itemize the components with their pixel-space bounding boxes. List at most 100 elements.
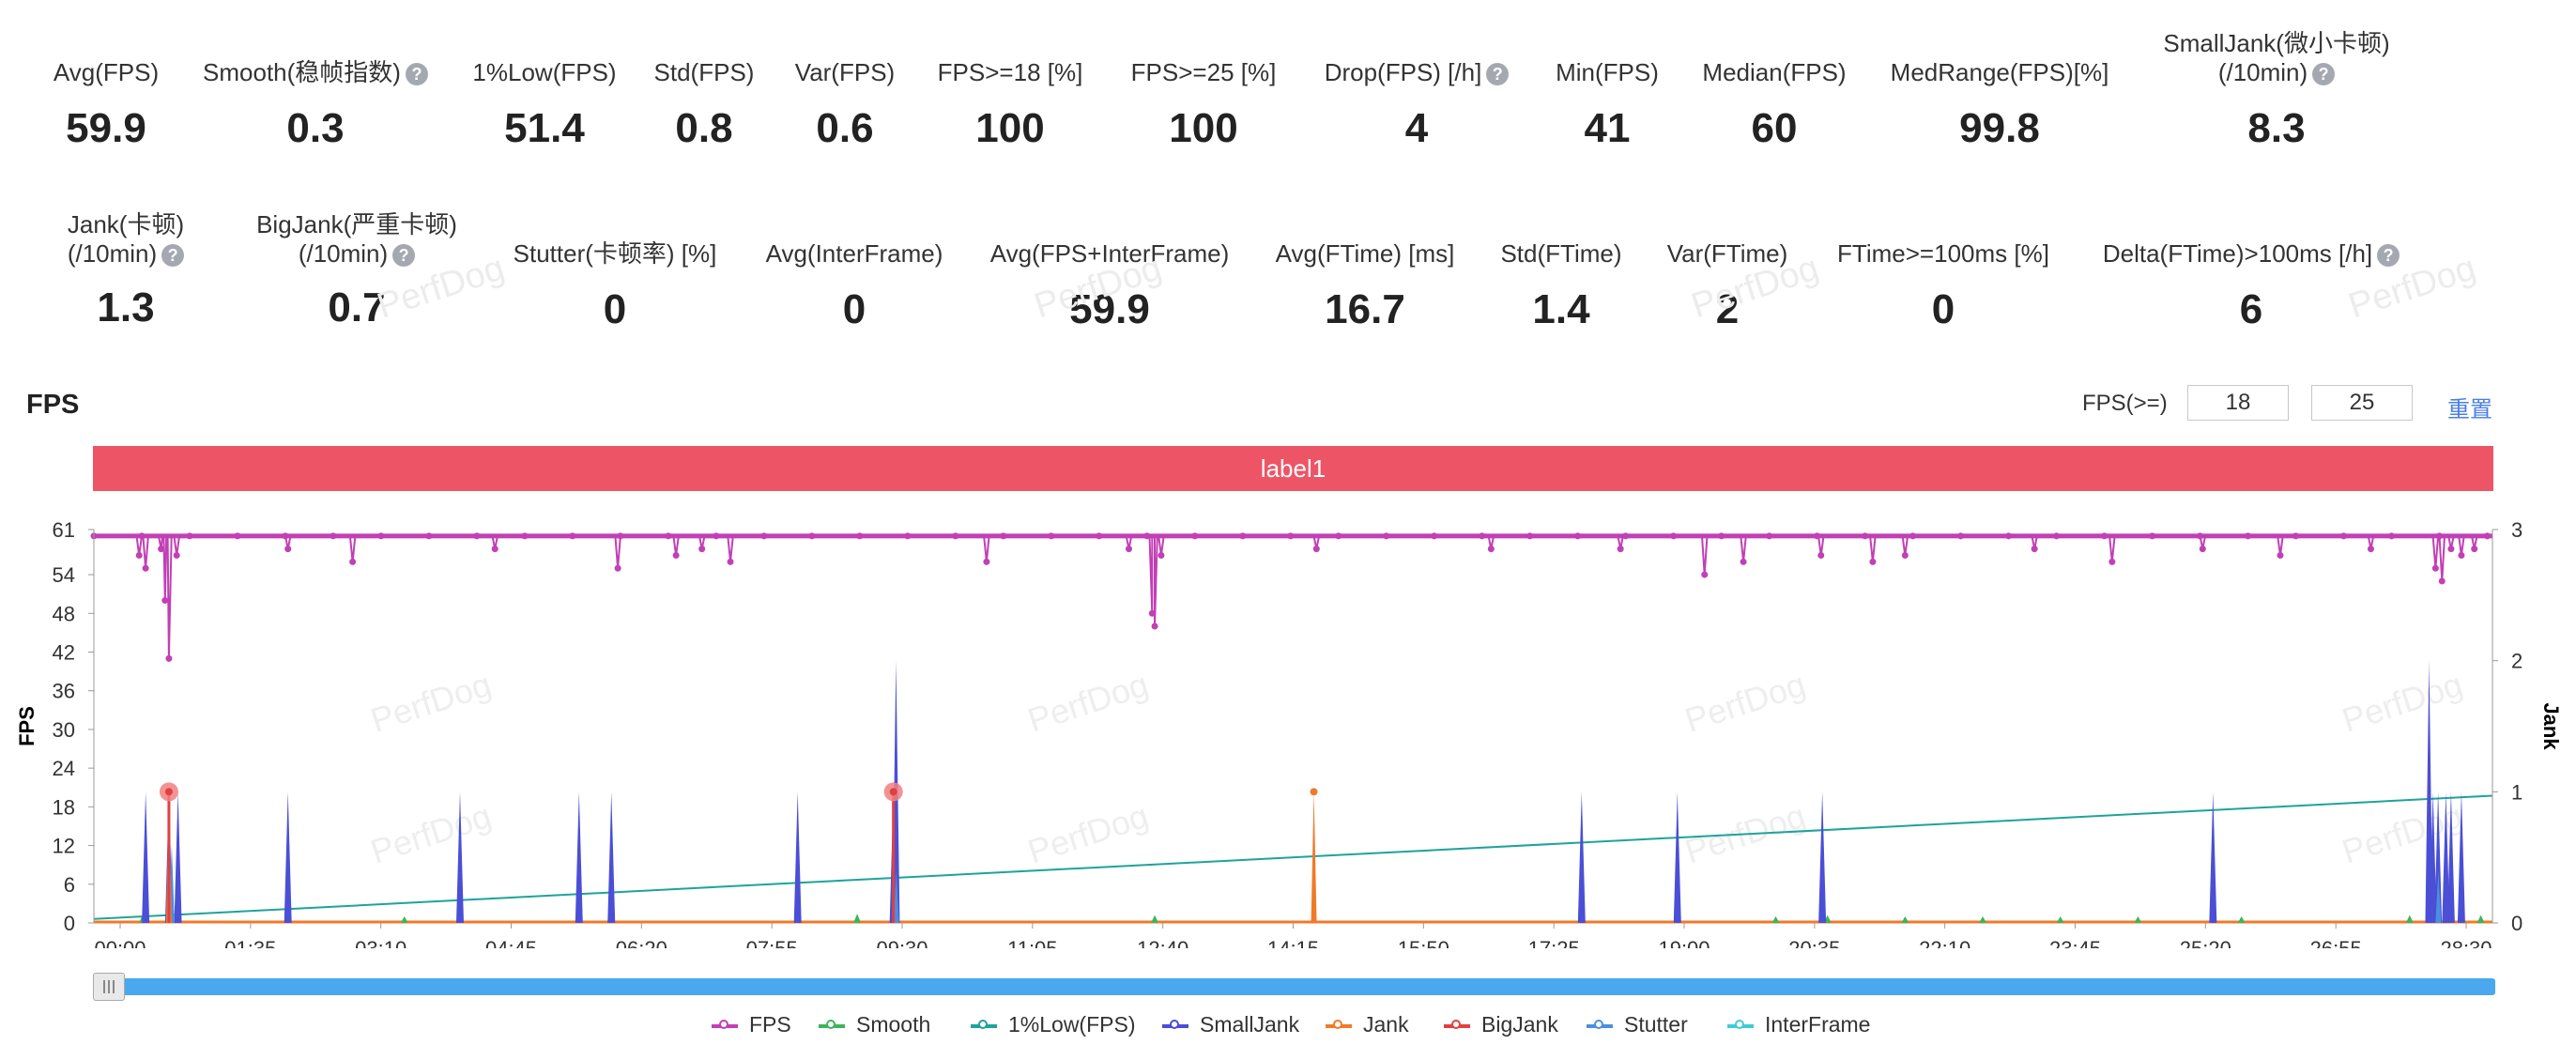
y-tick-label: 48 [53,602,75,625]
fps-point [808,532,816,540]
time-range-slider[interactable] [111,978,2495,995]
legend-swatch [1727,1019,1754,1029]
label-bar[interactable]: label1 [93,446,2493,491]
fps-point [1239,532,1247,540]
stat-label: Std(FTime) [1500,239,1622,268]
fps-point [330,532,337,540]
smooth-spike [2237,916,2246,923]
fps-point [425,532,433,540]
stat-stats_row2-3: Avg(InterFrame) 0 [704,239,1004,334]
fps-point [135,551,143,559]
watermark: PerfDog [1023,665,1153,740]
fps-point [284,545,292,553]
stat-label: SmallJank(微小卡顿) (/10min)? [2163,29,2390,86]
fps-point [2458,551,2465,559]
legend-swatch [1162,1019,1188,1029]
fps-point [2053,532,2061,540]
legend-item-fps[interactable]: FPS [712,1012,791,1037]
x-tick-label: 20:35 [1788,937,1840,948]
smooth-spike [400,916,408,923]
fps-point [2435,532,2443,540]
fps-point [1817,551,1825,559]
help-icon[interactable]: ? [161,244,185,268]
smooth-spike [1901,916,1909,923]
legend-item-interframe[interactable]: InterFrame [1727,1012,1870,1037]
stat-value: 59.9 [66,105,146,151]
y-tick-label: 12 [53,835,75,858]
smooth-spike [2056,916,2064,923]
help-icon[interactable]: ? [2312,63,2336,86]
help-icon[interactable]: ? [405,63,428,86]
legend-item-stutter[interactable]: Stutter [1587,1012,1688,1037]
chart-legend: FPS Smooth 1%Low(FPS) SmallJank Jank BigJank S… [0,1012,2576,1040]
x-tick-label: 22:10 [1919,937,1970,948]
legend-item-smalljank[interactable]: SmallJank [1162,1012,1299,1037]
legend-item-bigjank[interactable]: BigJank [1444,1012,1558,1037]
x-tick-label: 04:45 [485,937,537,948]
fps-threshold-input-1[interactable] [2187,385,2289,421]
legend-item-jank[interactable]: Jank [1326,1012,1409,1037]
stat-label: Stutter(卡顿率) [%] [513,239,717,268]
y-tick-label: 54 [53,563,75,587]
stat-stats_row2-1: BigJank(严重卡顿) (/10min)? 0.7 [207,210,507,332]
smalljank-spike [2442,791,2450,923]
chart-watermarks: PerfDog PerfDog PerfDog PerfDog PerfDog PerfD… [366,665,2467,871]
smooth-spike [853,914,862,923]
stat-label: Jank(卡顿) (/10min)? [67,210,185,268]
legend-label: Smooth [856,1012,931,1037]
stat-value: 2 [1715,286,1740,332]
help-icon[interactable]: ? [2377,244,2400,268]
stat-stats_row2-8: FTime>=100ms [%] 0 [1793,239,2093,334]
stat-stats_row2-5: Avg(FTime) [ms] 16.7 [1215,239,1515,334]
legend-item-smooth[interactable]: Smooth [819,1012,930,1037]
y-tick-label: 61 [53,518,75,542]
stat-stats_row1-11: SmallJank(微小卡顿) (/10min)? 8.3 [2126,29,2427,153]
fps-point [1191,532,1199,540]
stat-stats_row2-0: Jank(卡顿) (/10min)? 1.3 [0,210,276,332]
y-tick-label: 42 [53,641,75,665]
fps-point [2431,564,2439,572]
fps-threshold-input-2[interactable] [2311,385,2413,421]
stat-label: Drop(FPS) [/h]? [1266,58,1567,87]
fps-point [1740,558,1747,565]
reset-button[interactable]: 重置 [2447,397,2492,422]
fps-point [1000,532,1007,540]
fps-point [1909,532,1917,540]
fps-point [2483,532,2491,540]
smalljank-spike [456,791,465,923]
legend-label: SmallJank [1200,1012,1300,1037]
fps-point [1158,551,1165,559]
fps-point [1622,532,1630,540]
watermark: PerfDog [1680,665,1810,740]
fps-point [2005,532,2013,540]
fps-point [2388,532,2396,540]
x-tick-label: 09:30 [876,937,928,948]
fps-point [1431,532,1438,540]
fps-point [1096,532,1103,540]
help-icon[interactable]: ? [392,244,416,268]
help-icon[interactable]: ? [1486,63,1510,86]
stat-stats_row1-7: Drop(FPS) [/h]? 4 [1266,58,1567,153]
bigjank-point-core [164,788,173,796]
legend-swatch [819,1019,845,1029]
stat-value: 16.7 [1325,286,1405,332]
watermark: PerfDog [366,796,496,871]
smalljank-spike [575,791,583,923]
fps-point [1701,571,1709,578]
stat-stats_row1-3: Std(FPS) 0.8 [554,58,854,153]
fps-point [2471,545,2478,553]
stat-label: Delta(FTime)>100ms [/h]? [2101,239,2401,269]
fps-point [473,532,481,540]
smooth-spike [2405,914,2414,923]
stat-value: 0.3 [286,105,345,151]
stat-stats_row1-6: FPS>=25 [%] 100 [1053,58,1354,153]
stat-label: Smooth(稳帧指数)? [165,58,466,87]
stat-label: Avg(FPS+InterFrame) [989,239,1230,268]
stat-value: 1.4 [1532,286,1590,332]
legend-item-1-low-fps-[interactable]: 1%Low(FPS) [971,1012,1135,1037]
watermark: PerfDog [1023,796,1153,871]
stat-value: 0 [842,286,866,332]
stat-value: 0.7 [328,284,386,330]
stat-stats_row2-4: Avg(FPS+InterFrame) 59.9 [959,239,1260,334]
slider-handle[interactable] [93,973,125,1001]
